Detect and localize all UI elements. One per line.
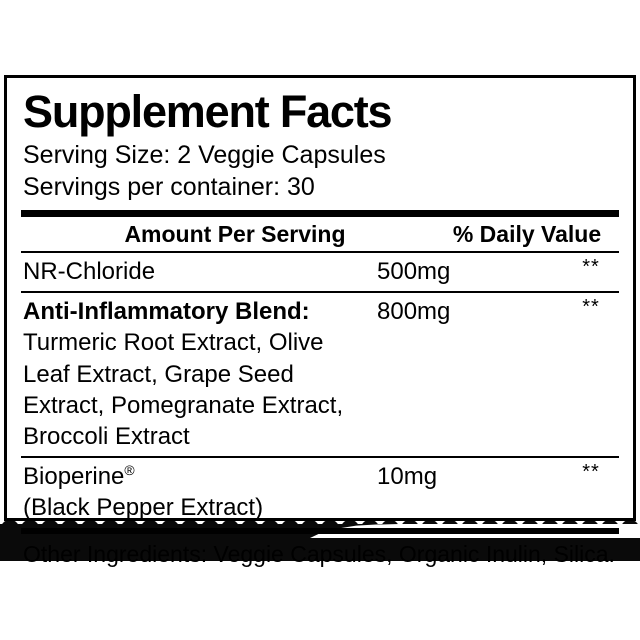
column-header-daily-value: % Daily Value: [452, 221, 602, 247]
divider-between-rows-1: [21, 291, 619, 294]
nutrient-daily-value: **: [582, 256, 600, 278]
blend-amount: 800mg: [377, 298, 451, 326]
blend-name: Anti-Inflammatory Blend:: [23, 298, 310, 326]
bioperine-subtitle: (Black Pepper Extract): [23, 494, 264, 522]
servings-per-container-text: Servings per container: 30: [23, 173, 315, 201]
blend-daily-value: **: [582, 296, 600, 319]
column-header-amount-per-serving: Amount Per Serving: [124, 221, 346, 247]
serving-size-text: Serving Size: 2 Veggie Capsules: [23, 141, 386, 169]
bioperine-amount: 10mg: [377, 463, 438, 491]
divider-between-rows-2: [21, 456, 619, 459]
blend-ingredient-list: Turmeric Root Extract, Olive Leaf Extrac…: [23, 329, 344, 450]
other-ingredients-text: Other Ingredients: Veggie Capsules, Orga…: [23, 540, 615, 567]
divider-thick-footer: [21, 527, 619, 534]
registered-trademark-icon: ®: [124, 462, 135, 479]
table-row: Anti-Inflammatory Blend: 800mg ** Turmer…: [21, 293, 619, 456]
nutrient-amount: 500mg: [377, 258, 451, 285]
bioperine-name: Bioperine®: [23, 461, 373, 492]
supplement-facts-panel: Supplement Facts Serving Size: 2 Veggie …: [4, 75, 636, 567]
bioperine-daily-value: **: [582, 461, 600, 484]
nutrient-name: NR-Chloride: [23, 258, 156, 285]
band-scalloped-edge: [0, 519, 640, 529]
table-header-row: Amount Per Serving % Daily Value: [21, 217, 619, 251]
divider-under-headers: [21, 251, 619, 253]
table-row: NR-Chloride 500mg **: [21, 253, 619, 291]
bioperine-name-text: Bioperine: [23, 463, 125, 491]
divider-thick-top: [21, 210, 619, 217]
page-title: Supplement Facts: [23, 86, 393, 137]
table-row: Bioperine® 10mg ** (Black Pepper Extract…: [21, 458, 619, 527]
